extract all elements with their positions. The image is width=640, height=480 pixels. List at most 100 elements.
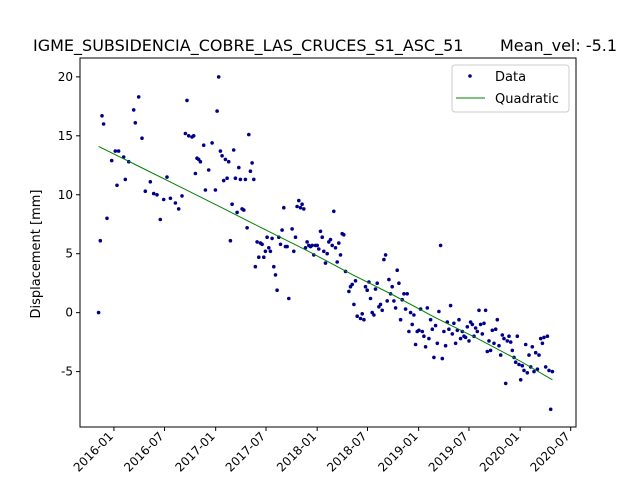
data-point — [428, 317, 433, 322]
data-point — [358, 316, 363, 321]
data-point — [425, 306, 430, 310]
data-point — [123, 177, 128, 182]
data-point — [105, 216, 109, 221]
data-point — [540, 341, 545, 346]
data-point — [383, 253, 388, 257]
data-point — [527, 353, 531, 357]
data-point — [165, 175, 169, 179]
data-point — [173, 201, 178, 205]
data-point — [408, 310, 413, 315]
data-point — [385, 299, 390, 303]
data-point — [505, 339, 510, 343]
data-point — [423, 345, 428, 349]
data-point — [115, 183, 119, 188]
data-point — [185, 98, 189, 103]
data-point — [373, 287, 378, 291]
data-point — [233, 176, 238, 180]
data-point — [223, 157, 228, 162]
data-point — [302, 207, 306, 211]
data-point — [317, 247, 321, 251]
data-point — [347, 289, 351, 294]
data-point — [458, 336, 463, 341]
data-point — [242, 208, 246, 212]
data-point — [193, 171, 198, 176]
data-point — [355, 314, 360, 319]
data-point — [143, 189, 148, 193]
data-point — [285, 244, 289, 249]
data-point — [432, 355, 436, 360]
data-point — [273, 273, 278, 277]
data-point — [513, 360, 518, 365]
data-point — [405, 292, 410, 296]
data-point — [407, 329, 411, 334]
data-point — [508, 340, 513, 344]
data-point — [191, 134, 196, 138]
data-point — [243, 177, 248, 182]
data-point — [518, 378, 523, 382]
data-point — [403, 307, 408, 311]
data-point — [158, 217, 163, 222]
data-point — [155, 193, 159, 197]
data-point — [473, 326, 478, 330]
data-layer — [96, 75, 555, 412]
data-point — [532, 369, 536, 374]
data-point — [477, 308, 481, 313]
data-point — [216, 75, 221, 79]
data-point — [422, 334, 426, 339]
chart-title: IGME_SUBSIDENCIA_COBRE_LAS_CRUCES_S1_ASC… — [33, 36, 463, 56]
data-point — [547, 368, 551, 373]
data-point — [213, 188, 218, 192]
data-point — [330, 243, 335, 248]
data-point — [109, 158, 114, 163]
data-point — [322, 249, 326, 254]
data-point — [186, 134, 191, 138]
data-point — [390, 284, 395, 289]
data-point — [305, 240, 309, 244]
data-point — [250, 161, 254, 165]
data-point — [338, 253, 343, 257]
data-point — [442, 329, 446, 334]
data-point — [168, 196, 173, 201]
data-point — [220, 154, 224, 158]
data-point — [368, 296, 373, 301]
legend-data-marker — [468, 74, 472, 78]
data-point — [467, 339, 471, 343]
data-point — [228, 238, 233, 243]
data-point — [263, 249, 268, 254]
data-point — [427, 336, 431, 341]
data-point — [523, 342, 528, 347]
data-point — [480, 332, 485, 336]
y-axis-label: Displacement [mm] — [29, 190, 44, 319]
data-point — [382, 257, 386, 262]
data-point — [183, 131, 188, 136]
data-point — [525, 371, 530, 375]
data-point — [328, 237, 333, 242]
data-point — [363, 284, 368, 289]
y-tick-label: 5 — [65, 247, 73, 261]
data-point — [136, 95, 141, 99]
data-point — [100, 114, 104, 118]
data-point — [353, 279, 358, 283]
data-point — [550, 369, 555, 374]
data-point — [265, 235, 269, 239]
data-point — [463, 335, 468, 340]
data-point — [517, 362, 521, 367]
data-point — [98, 238, 103, 243]
data-point — [237, 165, 241, 170]
data-point — [497, 343, 501, 348]
data-point — [257, 255, 261, 259]
data-point — [268, 249, 273, 254]
data-point — [260, 242, 264, 247]
data-point — [333, 246, 338, 250]
data-point — [387, 277, 391, 282]
plot-area-frame — [79, 57, 577, 428]
data-point — [440, 356, 445, 361]
y-tick-label: 0 — [65, 306, 73, 320]
data-point — [176, 207, 181, 211]
data-point — [503, 381, 508, 386]
data-point — [502, 336, 506, 341]
data-point — [488, 348, 493, 353]
data-point — [482, 321, 486, 326]
data-point — [507, 334, 511, 339]
data-point — [410, 322, 415, 327]
